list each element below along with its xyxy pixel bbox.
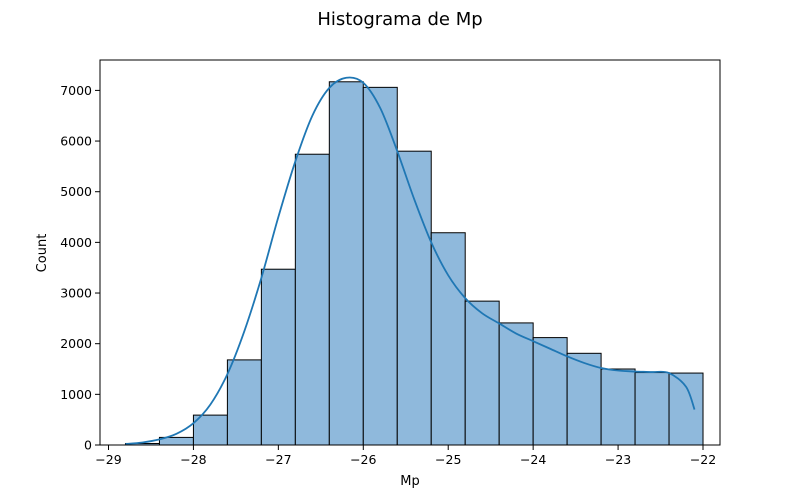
- histogram-bar-14: [600, 368, 636, 446]
- histogram-bar-8: [396, 150, 432, 446]
- x-tick-label-5: −24: [520, 452, 546, 467]
- y-tick-label-6: 6000: [60, 134, 92, 149]
- x-tick-label-4: −25: [435, 452, 461, 467]
- histogram-bar-2: [192, 414, 228, 446]
- chart-title: Histograma de Mp: [317, 9, 482, 30]
- histogram-bar-4: [260, 268, 296, 446]
- histogram-bar-7: [362, 86, 398, 446]
- y-axis-ticks: 0 1000 2000 3000 4000 5000 6000 7000: [60, 83, 100, 453]
- histogram-bar-6: [328, 81, 364, 446]
- histogram-bar-11: [498, 322, 534, 446]
- x-tick-label-1: −28: [180, 452, 206, 467]
- kde-group: [125, 76, 696, 445]
- y-tick-label-4: 4000: [60, 235, 92, 250]
- x-tick-label-7: −22: [690, 452, 716, 467]
- histogram-bar-9: [430, 232, 466, 446]
- histogram-bar-16: [668, 372, 704, 446]
- plot-frame: [99, 59, 721, 446]
- y-tick-label-0: 0: [84, 438, 92, 453]
- bars-group: [124, 81, 704, 446]
- kde-line: [125, 76, 696, 445]
- y-tick-label-5: 5000: [60, 184, 92, 199]
- histogram-bar-13: [566, 352, 602, 446]
- y-tick-label-7: 7000: [60, 83, 92, 98]
- x-axis-ticks: −29 −28 −27 −26 −25 −24 −23 −22: [95, 445, 716, 467]
- histogram-bar-5: [294, 153, 330, 446]
- histogram-bar-10: [464, 300, 500, 446]
- histogram-bar-15: [634, 372, 670, 446]
- y-tick-label-1: 1000: [60, 387, 92, 402]
- x-tick-label-3: −26: [350, 452, 376, 467]
- x-tick-label-6: −23: [605, 452, 631, 467]
- x-axis-label: Mp: [400, 474, 419, 489]
- y-axis-label: Count: [35, 234, 50, 273]
- y-tick-label-3: 3000: [60, 286, 92, 301]
- y-tick-label-2: 2000: [60, 336, 92, 351]
- histogram-bar-3: [226, 359, 262, 446]
- x-tick-label-2: −27: [265, 452, 291, 467]
- x-tick-label-0: −29: [95, 452, 121, 467]
